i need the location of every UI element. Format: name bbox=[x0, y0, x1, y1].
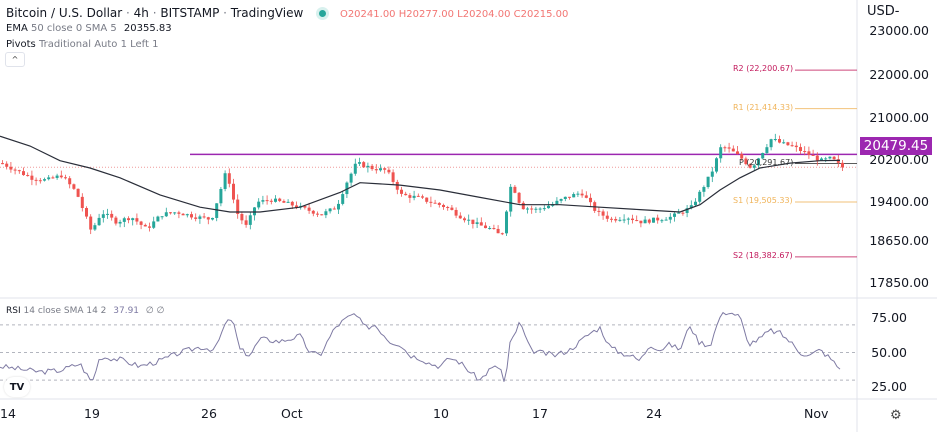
collapse-legend-button[interactable]: ^ bbox=[5, 52, 25, 67]
time-tick-label: 26 bbox=[201, 406, 217, 421]
pivots-params: Traditional Auto 1 Left 1 bbox=[38, 39, 159, 50]
price-tick-label: 20200.00 bbox=[869, 152, 929, 167]
currency-label: USD bbox=[867, 4, 895, 19]
source-label: TradingView bbox=[230, 6, 304, 20]
price-tick-label: 21000.00 bbox=[869, 110, 929, 125]
interval-label[interactable]: 4h bbox=[133, 6, 149, 20]
time-tick-label: Oct bbox=[281, 406, 303, 421]
rsi-extra-1: ∅ bbox=[145, 306, 154, 316]
gear-icon[interactable]: ⚙ bbox=[890, 408, 902, 423]
pivot-label: P (20,291.67) bbox=[739, 157, 794, 167]
price-tick-label: 22000.00 bbox=[869, 67, 929, 82]
time-tick-label: 10 bbox=[433, 406, 449, 421]
time-tick-label: 24 bbox=[646, 406, 662, 421]
ema-legend[interactable]: EMA 50 close 0 SMA 5 20355.83 bbox=[6, 23, 172, 34]
time-tick-label: 14 bbox=[0, 406, 16, 421]
pivots-name: Pivots bbox=[6, 39, 36, 50]
pivot-label: R1 (21,414.33) bbox=[733, 102, 794, 112]
time-tick-label: 19 bbox=[84, 406, 100, 421]
ema-value: 20355.83 bbox=[123, 23, 172, 34]
price-tick-label: 17850.00 bbox=[869, 275, 929, 290]
ema-params: 50 close 0 SMA 5 bbox=[30, 23, 117, 34]
ohlc-values: O20241.00 H20277.00 L20204.00 C20215.00 bbox=[340, 9, 568, 20]
symbol-legend: Bitcoin / U.S. Dollar · 4h · BITSTAMP · … bbox=[6, 6, 569, 20]
candlestick-series[interactable] bbox=[1, 133, 844, 237]
rsi-line[interactable] bbox=[0, 311, 841, 382]
rsi-name: RSI bbox=[6, 306, 21, 316]
low-value: L20204.00 bbox=[457, 9, 511, 20]
price-tick-label: 23000.00 bbox=[869, 23, 929, 38]
time-tick-label: 17 bbox=[532, 406, 548, 421]
currency-dropdown-icon: - bbox=[894, 4, 900, 19]
rsi-legend[interactable]: RSI 14 close SMA 14 2 37.91 ∅ ∅ bbox=[6, 306, 164, 316]
time-tick-label: Nov bbox=[804, 406, 829, 421]
rsi-tick-label: 75.00 bbox=[871, 310, 907, 325]
symbol-name[interactable]: Bitcoin / U.S. Dollar bbox=[6, 6, 123, 20]
pivot-label: S2 (18,382.67) bbox=[733, 250, 793, 260]
price-tick-label: 18650.00 bbox=[869, 233, 929, 248]
high-value: H20277.00 bbox=[398, 9, 454, 20]
currency-selector[interactable]: USD- bbox=[867, 4, 899, 19]
price-tick-label: 19400.00 bbox=[869, 194, 929, 209]
open-value: O20241.00 bbox=[339, 9, 396, 20]
exchange-label: BITSTAMP bbox=[160, 6, 220, 20]
ema-50-line[interactable] bbox=[0, 135, 841, 213]
rsi-params: 14 close SMA 14 2 bbox=[23, 306, 107, 316]
pivot-label: R2 (22,200.67) bbox=[733, 64, 794, 74]
ema-name: EMA bbox=[6, 23, 28, 34]
pivots-legend[interactable]: Pivots Traditional Auto 1 Left 1 bbox=[6, 39, 159, 50]
close-value: C20215.00 bbox=[513, 9, 569, 20]
pivot-label: S1 (19,505.33) bbox=[733, 196, 793, 205]
market-status-icon bbox=[319, 10, 327, 17]
rsi-value: 37.91 bbox=[113, 306, 140, 316]
chevron-up-icon: ^ bbox=[11, 55, 19, 64]
tradingview-logo-icon[interactable]: TV bbox=[4, 377, 30, 397]
tradingview-logo-text: TV bbox=[9, 381, 25, 393]
rsi-tick-label: 25.00 bbox=[871, 379, 907, 394]
current-price-tag: 20479.45 bbox=[860, 137, 932, 155]
rsi-tick-label: 50.00 bbox=[871, 345, 907, 360]
rsi-extra-2: ∅ bbox=[156, 306, 165, 316]
